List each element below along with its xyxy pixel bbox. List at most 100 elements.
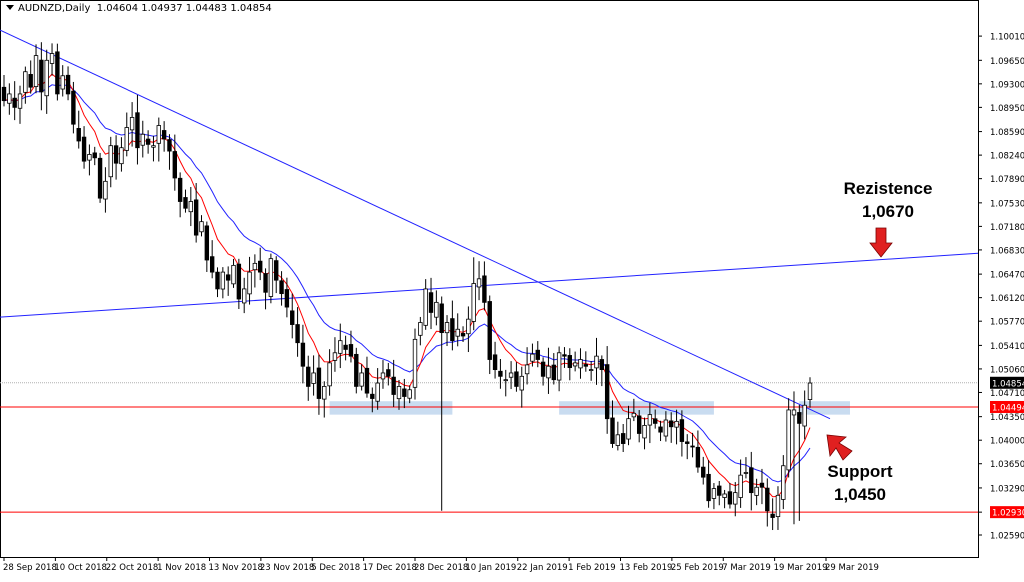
- candle-bull: [444, 322, 450, 334]
- candle-bull: [743, 472, 749, 474]
- candle-bear: [685, 441, 690, 444]
- candle-bear: [343, 344, 348, 350]
- price-tag-label: 1.04494: [992, 403, 1024, 413]
- candle-bull: [311, 372, 316, 384]
- y-tick-label: 1.02590: [990, 532, 1024, 542]
- y-tick-label: 1.07530: [990, 199, 1024, 209]
- candle-bull: [199, 221, 204, 233]
- y-tick-label: 1.06120: [990, 294, 1024, 304]
- x-tick-label: 28 Dec 2018: [414, 563, 468, 573]
- candle-bull: [380, 372, 386, 380]
- candle-bull: [642, 425, 647, 439]
- candle-bear: [348, 344, 354, 357]
- candle-bear: [183, 197, 188, 209]
- candle-bull: [626, 418, 631, 440]
- candle-bear: [225, 274, 231, 281]
- x-tick-label: 7 Mar 2019: [722, 563, 770, 573]
- candle-bear: [306, 366, 311, 387]
- annotation-arrows: [826, 227, 893, 461]
- candle-bear: [209, 256, 215, 273]
- resistance-title: Rezistence: [843, 179, 933, 198]
- candle-bull: [530, 353, 535, 362]
- candle-bear: [354, 353, 359, 387]
- candle-bear: [460, 333, 466, 337]
- chart-menu-triangle-icon[interactable]: [6, 5, 14, 10]
- plot-frame: [0, 0, 979, 558]
- candle-bull: [781, 465, 786, 500]
- candle-bull: [17, 93, 23, 109]
- candle-bear: [135, 112, 140, 149]
- candle-bear: [599, 359, 605, 370]
- candle-bull: [103, 180, 108, 200]
- candle-bull: [332, 352, 338, 361]
- candle-bear: [316, 367, 322, 399]
- support-zone-3: [799, 401, 850, 415]
- horizontal-level-lines: [0, 382, 978, 513]
- candle-bear: [215, 271, 220, 290]
- x-tick-label: 10 Oct 2018: [54, 563, 107, 573]
- candle-bear: [161, 130, 167, 140]
- support-zone-2: [559, 401, 714, 415]
- candle-bull: [738, 474, 743, 498]
- candle-bear: [562, 354, 567, 357]
- price-tag-label: 1.04854: [992, 379, 1024, 389]
- candle-bear: [295, 324, 300, 344]
- candle-bull: [476, 278, 482, 288]
- candle-bull: [151, 145, 156, 148]
- candle-bear: [113, 145, 119, 164]
- candle-bull: [663, 419, 669, 437]
- candle-bull: [231, 264, 236, 285]
- candle-bear: [193, 199, 199, 236]
- y-tick-label: 1.04000: [990, 437, 1024, 447]
- candle-bull: [23, 71, 28, 93]
- candle-bull: [327, 362, 332, 387]
- candle-bear: [12, 97, 17, 108]
- candle-bull: [546, 365, 551, 379]
- candle-bull: [578, 359, 583, 369]
- candle-bull: [33, 55, 39, 87]
- x-tick-label: 28 Sep 2018: [3, 563, 57, 573]
- candle-bull: [791, 409, 797, 416]
- candle-bull: [802, 404, 807, 427]
- candle-bear: [279, 280, 284, 295]
- candle-bull: [455, 328, 460, 337]
- trend-lines: [0, 29, 979, 420]
- price-axis: 1.10010 1.09650 1.09300 1.08950 1.08590 1.082…: [978, 33, 1024, 542]
- candle-bear: [39, 59, 44, 93]
- candle-bull: [60, 75, 65, 90]
- y-tick-label: 1.05410: [990, 342, 1024, 352]
- candle-bull: [241, 288, 247, 304]
- candle-bear: [669, 420, 674, 428]
- y-tick-label: 1.05770: [990, 318, 1024, 328]
- candle-bear: [258, 260, 263, 273]
- candle-bear: [284, 289, 290, 308]
- candle-bear: [386, 369, 391, 377]
- y-tick-label: 1.08950: [990, 104, 1024, 114]
- candle-bear: [145, 138, 151, 145]
- x-tick-label: 25 Feb 2019: [671, 563, 724, 573]
- candle-bear: [172, 151, 178, 179]
- candle-bull: [108, 145, 113, 178]
- candle-bear: [701, 466, 706, 478]
- y-tick-label: 1.04350: [990, 413, 1024, 423]
- price-tag-box: [990, 376, 1024, 389]
- candle-bull: [524, 364, 530, 375]
- resistance-annotation: Rezistence 1,0670: [832, 179, 944, 222]
- descending-trendline: [0, 29, 831, 420]
- candle-bear: [428, 292, 434, 313]
- candle-bear: [765, 487, 770, 512]
- resistance-value: 1,0670: [862, 202, 914, 221]
- candle-bear: [540, 361, 546, 377]
- candle-bear: [65, 74, 71, 95]
- candle-bear: [71, 90, 76, 125]
- support-zone-1: [329, 401, 453, 415]
- candle-bear: [797, 412, 802, 424]
- candle-bull: [556, 352, 562, 381]
- candle-bear: [177, 177, 183, 202]
- candle-bear: [551, 364, 556, 381]
- x-tick-label: 1 Feb 2019: [568, 563, 616, 573]
- candle-bull: [594, 355, 599, 369]
- candle-bull: [44, 59, 49, 97]
